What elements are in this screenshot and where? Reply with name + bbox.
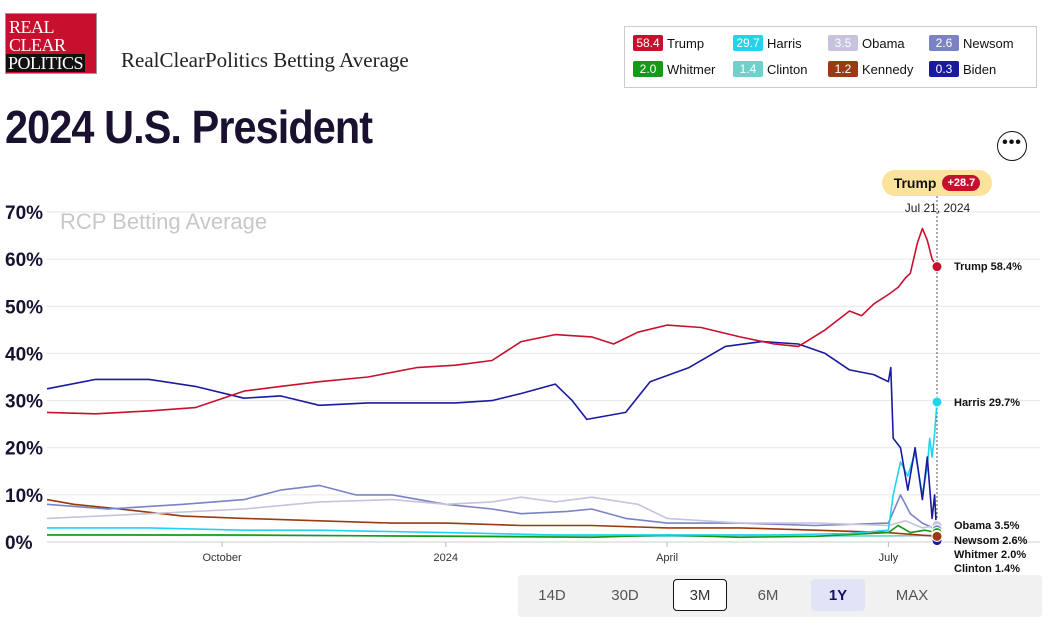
range-button-14d[interactable]: 14D	[538, 586, 566, 604]
end-marker-harris	[931, 396, 943, 408]
series-line-obama	[46, 496, 938, 529]
y-tick-label: 40%	[5, 344, 43, 365]
legend-item-biden[interactable]: 0.3 Biden	[929, 61, 996, 77]
tooltip-date: Jul 21, 2024	[904, 201, 971, 215]
range-selector: 14D 30D 3M 6M 1Y MAX	[518, 575, 1042, 617]
legend-label: Newsom	[963, 35, 1014, 51]
legend-value-badge: 58.4	[633, 35, 663, 51]
legend-value-badge: 2.6	[929, 35, 959, 51]
series-line-newsom	[46, 484, 938, 531]
series-line-trump	[46, 227, 938, 415]
series-line-biden	[46, 340, 938, 541]
legend-item-whitmer[interactable]: 2.0 Whitmer	[633, 61, 715, 77]
series-line-kennedy	[46, 498, 938, 538]
legend-label: Harris	[767, 35, 802, 51]
end-label: Trump 58.4%	[954, 261, 1022, 273]
y-tick-label: 0%	[5, 533, 33, 554]
y-tick-label: 50%	[5, 297, 43, 318]
end-marker-kennedy	[931, 530, 943, 542]
end-label: Obama 3.5%	[954, 520, 1020, 532]
range-button-6m[interactable]: 6M	[757, 586, 779, 604]
tooltip-name: Trump	[893, 175, 937, 191]
legend-item-harris[interactable]: 29.7 Harris	[733, 35, 802, 51]
x-tick-label: 2024	[434, 552, 458, 564]
y-tick-label: 10%	[5, 486, 43, 507]
range-button-max[interactable]: MAX	[895, 586, 929, 604]
chart-watermark: RCP Betting Average	[60, 209, 268, 234]
x-tick-label: July	[879, 552, 899, 564]
end-label: Newsom 2.6%	[954, 535, 1028, 547]
end-label: Harris 29.7%	[954, 397, 1021, 409]
y-tick-label: 20%	[5, 439, 43, 460]
y-tick-label: 70%	[5, 203, 43, 224]
legend-item-kennedy[interactable]: 1.2 Kennedy	[828, 61, 913, 77]
legend-label: Clinton	[767, 61, 808, 77]
legend-item-trump[interactable]: 58.4 Trump	[633, 35, 704, 51]
legend-value-badge: 29.7	[733, 35, 763, 51]
tooltip-delta-badge: +28.7	[942, 175, 981, 191]
x-tick-label: October	[203, 552, 242, 564]
legend-item-newsom[interactable]: 2.6 Newsom	[929, 35, 1014, 51]
end-marker-trump	[931, 261, 943, 273]
end-label: Clinton 1.4%	[954, 563, 1021, 575]
legend-value-badge: 1.2	[828, 61, 858, 77]
legend-label: Trump	[667, 35, 705, 51]
page-subtitle: RealClearPolitics Betting Average	[121, 48, 409, 72]
y-tick-label: 30%	[5, 392, 43, 413]
range-button-30d[interactable]: 30D	[611, 586, 639, 604]
legend-label: Whitmer	[667, 61, 716, 77]
legend-label: Obama	[862, 35, 905, 51]
y-tick-label: 60%	[5, 250, 43, 271]
range-button-3m[interactable]: 3M	[673, 579, 727, 611]
page-title: 2024 U.S. President	[5, 101, 373, 153]
legend-value-badge: 3.5	[828, 35, 858, 51]
logo-line-1: REAL	[9, 17, 55, 37]
legend-label: Biden	[963, 61, 997, 77]
legend-value-badge: 0.3	[929, 61, 959, 77]
more-options-button[interactable]: •••	[997, 131, 1027, 161]
legend-item-clinton[interactable]: 1.4 Clinton	[733, 61, 807, 77]
x-tick-label: April	[656, 552, 678, 564]
legend-item-obama[interactable]: 3.5 Obama	[828, 35, 905, 51]
legend-label: Kennedy	[862, 61, 914, 77]
range-button-1y[interactable]: 1Y	[811, 579, 865, 611]
legend-value-badge: 1.4	[733, 61, 763, 77]
series-line-harris	[47, 401, 938, 536]
end-label: Whitmer 2.0%	[954, 549, 1027, 561]
more-icon: •••	[1002, 134, 1022, 151]
logo-line-3: POLITICS	[6, 53, 86, 73]
hover-tooltip: Trump +28.7	[882, 170, 992, 196]
legend-value-badge: 2.0	[633, 61, 663, 77]
logo-line-2: CLEAR	[9, 35, 66, 55]
rcp-logo: REAL CLEAR POLITICS	[5, 13, 97, 74]
series-line-whitmer	[47, 524, 938, 539]
legend: 58.4 Trump 29.7 Harris 3.5 Obama 2.6 Newsom 2.0 W…	[624, 26, 1037, 88]
